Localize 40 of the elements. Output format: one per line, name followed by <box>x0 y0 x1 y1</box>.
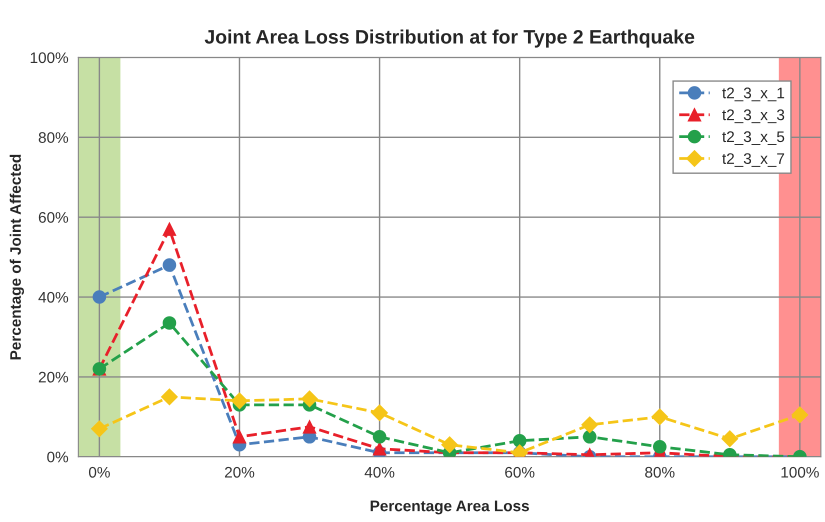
legend-label: t2_3_x_1 <box>722 88 784 102</box>
chart-title: Joint Area Loss Distribution at for Type 2 Earthquake <box>204 29 694 48</box>
x-tick-label: 0% <box>88 466 110 478</box>
point <box>581 416 598 434</box>
point <box>92 290 106 304</box>
point <box>512 434 526 448</box>
legend-label: t2_3_x_5 <box>722 131 784 146</box>
point <box>652 440 667 454</box>
point <box>232 430 246 444</box>
x-axis-title: Percentage Area Loss <box>370 500 529 514</box>
point <box>302 420 316 434</box>
point <box>162 316 176 330</box>
y-tick-label: 0% <box>47 452 68 462</box>
x-tick-label: 100% <box>781 466 819 478</box>
y-tick-label: 100% <box>30 52 68 64</box>
legend-label: t2_3_x_7 <box>722 153 784 167</box>
y-tick-label: 80% <box>38 132 68 143</box>
point <box>582 430 596 444</box>
point <box>372 442 386 456</box>
y-tick-label: 20% <box>38 372 68 383</box>
point <box>651 408 668 426</box>
legend-label: t2_3_x_3 <box>722 109 784 124</box>
x-tick-label: 60% <box>505 466 534 478</box>
point <box>162 258 176 272</box>
point <box>301 390 318 408</box>
y-tick-label: 60% <box>38 212 68 223</box>
x-tick-label: 80% <box>645 466 675 478</box>
point <box>791 406 808 424</box>
y-axis-title: Percentage of Joint Affected <box>10 154 24 360</box>
y-tick-label: 40% <box>38 292 68 303</box>
point <box>372 430 386 444</box>
point <box>441 436 458 454</box>
point <box>161 388 178 406</box>
point <box>231 392 248 410</box>
point <box>91 420 108 438</box>
x-tick-label: 20% <box>224 466 254 478</box>
point <box>371 404 388 422</box>
point <box>721 430 738 448</box>
x-tick-label: 40% <box>364 466 394 478</box>
point <box>162 222 176 236</box>
